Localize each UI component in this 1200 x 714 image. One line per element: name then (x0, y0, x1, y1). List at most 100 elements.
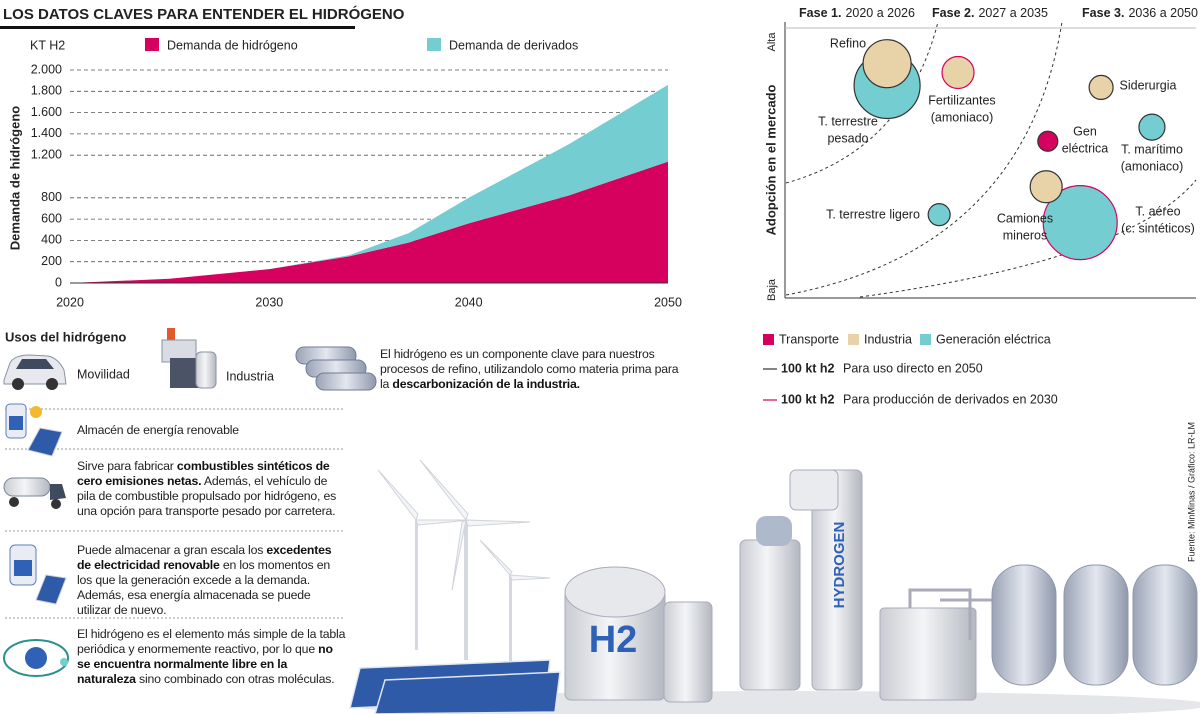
phase-name: Fase 1. (799, 6, 841, 20)
paragraph: Sirve para fabricar combustibles sintéti… (77, 459, 347, 519)
bold-text: combustibles sintéticos de cero emisione… (77, 459, 330, 488)
y-tick-label: 2.000 (31, 62, 62, 76)
text: en los momentos en los que la generación… (77, 558, 330, 617)
y-unit: KT H2 (30, 38, 65, 52)
y-tick-label: 1.200 (31, 147, 62, 161)
bold-text: no se encuentra normalmente libre en la … (77, 642, 333, 686)
illustration: H2 HYDROGEN (349, 459, 1200, 714)
legend-swatch (427, 38, 441, 51)
tanks-icon (295, 346, 377, 391)
factory-icon (161, 328, 217, 389)
legend-swatch (145, 38, 159, 51)
atom-icon (3, 639, 69, 677)
bubble-label: T. terrestre ligero (826, 207, 920, 221)
bold-text: descarbonización de la industria. (392, 377, 580, 391)
y-tick-label: 1.400 (31, 126, 62, 140)
legend-label: Demanda de hidrógeno (167, 38, 298, 52)
bubble-chart: Fase 1. 2020 a 2026 Fase 2. 2027 a 2035 Fase… (763, 6, 1198, 406)
phase-name: Fase 2. (932, 6, 974, 20)
legend-swatch (763, 334, 774, 345)
size-legend-label: 100 kt h2 (781, 392, 835, 406)
tower-text: HYDROGEN (831, 522, 848, 609)
size-legend-label: 100 kt h2 (781, 361, 835, 375)
bold-text: excedentes de electricidad renovable (77, 543, 332, 572)
phase-name: Fase 3. (1082, 6, 1124, 20)
phase-years: 2036 a 2050 (1128, 6, 1198, 20)
y-tick-label: 600 (41, 211, 62, 225)
paragraph: El hidrógeno es el elemento más simple d… (77, 627, 347, 687)
bubble (941, 55, 975, 90)
y-tick-label: 0 (55, 275, 62, 289)
bubble-label: (amoniaco) (1121, 159, 1184, 173)
phase-years: 2027 a 2035 (978, 6, 1048, 20)
phase-years: 2020 a 2026 (845, 6, 915, 20)
bubble (1088, 74, 1114, 101)
phase-label: Fase 2. 2027 a 2035 (932, 6, 1048, 20)
bubble-label: Refino (830, 36, 866, 50)
phase-label: Fase 3. 2036 a 2050 (1082, 6, 1198, 20)
legend-swatch (920, 334, 931, 345)
use-label: Industria (226, 369, 274, 383)
title-rule (0, 26, 355, 29)
legend-label: Industria (864, 332, 912, 346)
x-tick-label: 2020 (56, 295, 84, 309)
bubble-label: eléctrica (1062, 141, 1109, 155)
text: Además, el vehículo de pila de combustib… (77, 474, 337, 518)
size-legend-text: Para uso directo en 2050 (843, 361, 983, 375)
text: Almacén de energía renovable (77, 423, 239, 437)
legend-label: Transporte (779, 332, 839, 346)
legend-label: Generación eléctrica (936, 332, 1051, 346)
bubble-label: pesado (827, 131, 868, 145)
phase-arc (785, 21, 939, 184)
area (70, 84, 668, 283)
bubble-label: T. marítimo (1121, 142, 1183, 156)
bubble (1029, 170, 1063, 204)
bubble (927, 203, 951, 227)
tank-text: H2 (589, 619, 638, 661)
source: Fuente: MinMinas / Gráfico: LR-LM (1186, 422, 1196, 562)
area (70, 161, 668, 283)
y-tick-label: 400 (41, 233, 62, 247)
y-axis-label: Adopción en el mercado (763, 84, 778, 235)
x-tick-label: 2030 (255, 295, 283, 309)
text: sino combinado con otras moléculas. (135, 672, 335, 686)
y-axis-label: Demanda de hidrógeno (7, 106, 22, 251)
size-legend-text: Para producción de derivados en 2030 (843, 392, 1058, 406)
area-chart: Demanda de hidrógeno Demanda de derivados… (31, 38, 682, 309)
legend-swatch (848, 334, 859, 345)
bubble-label: Gen (1073, 124, 1097, 138)
legend-label: Demanda de derivados (449, 38, 578, 52)
y-tick-label: 1.600 (31, 105, 62, 119)
bubble-label: Siderurgia (1120, 78, 1177, 92)
car-icon (3, 354, 67, 390)
text: El hidrógeno es el elemento más simple d… (77, 627, 346, 656)
paragraph: El hidrógeno es un componente clave para… (380, 347, 680, 392)
phase-label: Fase 1. 2020 a 2026 (799, 6, 915, 20)
battery-solar-icon (5, 403, 63, 457)
bubble-label: mineros (1003, 228, 1047, 242)
separators (5, 408, 345, 619)
text: El hidrógeno es un componente clave para… (380, 347, 679, 391)
use-label: Movilidad (77, 367, 130, 381)
y-tick-label: 1.800 (31, 84, 62, 98)
x-tick-label: 2050 (654, 295, 682, 309)
bubble (1042, 185, 1118, 261)
uses-title: Usos del hidrógeno (5, 329, 126, 344)
y-high-label: Alta (766, 32, 778, 52)
bubble-label: T. aéreo (1135, 204, 1180, 218)
bubble (862, 39, 912, 89)
y-tick-label: 200 (41, 254, 62, 268)
bubble-label: Camiones (997, 211, 1053, 225)
text: Puede almacenar a gran escala los (77, 543, 267, 557)
phase-arc (785, 21, 1063, 296)
paragraph: Puede almacenar a gran escala los excede… (77, 543, 347, 618)
bubble-label: T. terrestre (818, 114, 878, 128)
x-tick-label: 2040 (455, 295, 483, 309)
y-low-label: Baja (766, 278, 778, 301)
text: Sirve para fabricar (77, 459, 177, 473)
y-tick-label: 800 (41, 190, 62, 204)
bubble (1037, 130, 1059, 152)
bubble-label: Fertilizantes (928, 93, 995, 107)
